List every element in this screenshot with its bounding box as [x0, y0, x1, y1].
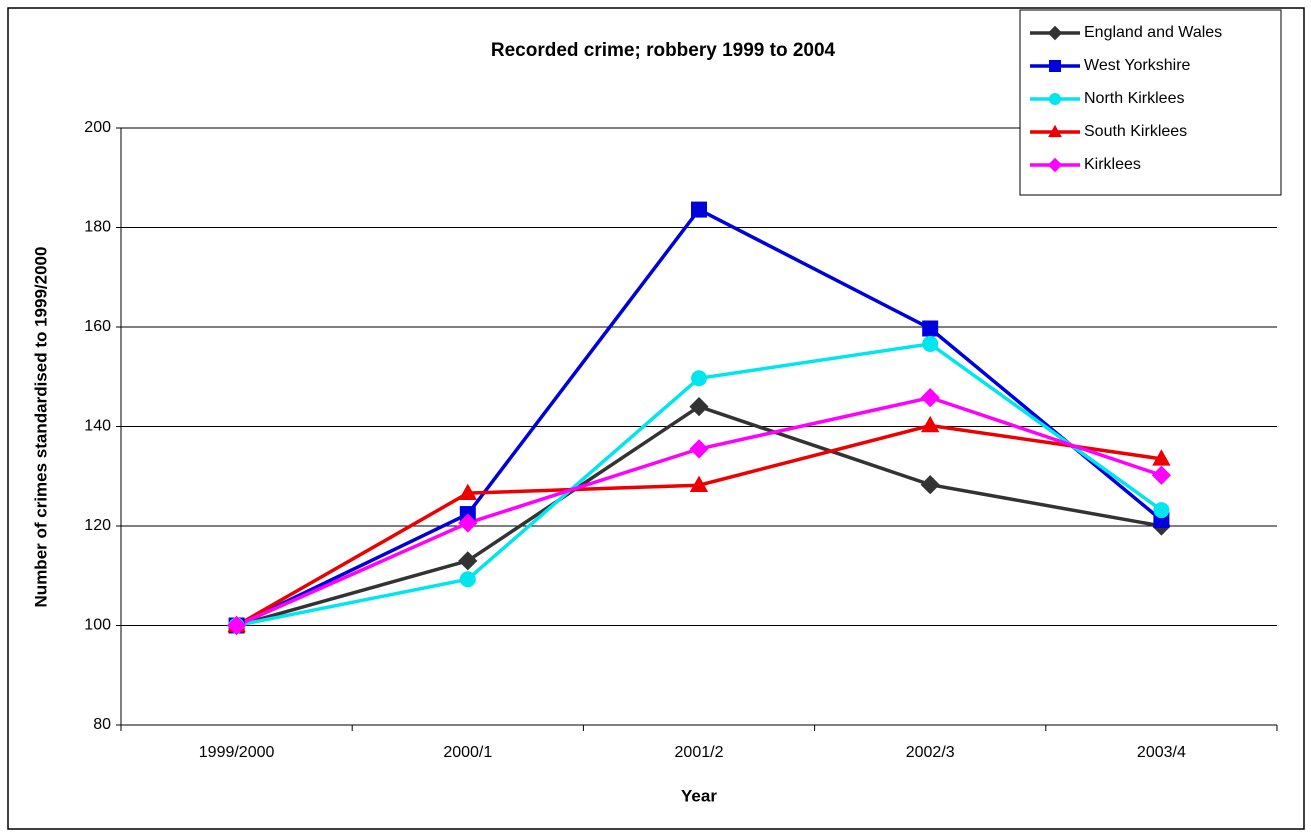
- x-axis-title: Year: [681, 786, 717, 805]
- y-axis-title: Number of crimes standardised to 1999/20…: [31, 247, 50, 608]
- data-point: [691, 370, 707, 387]
- legend-label: West Yorkshire: [1084, 57, 1191, 74]
- legend-label: North Kirklees: [1084, 90, 1184, 107]
- data-point: [922, 320, 939, 337]
- legend-marker: [1047, 157, 1063, 173]
- data-point: [1153, 502, 1170, 519]
- data-point: [689, 475, 709, 493]
- data-point: [689, 439, 709, 459]
- y-tick-label: 160: [84, 318, 111, 335]
- data-point: [691, 201, 707, 218]
- y-tick-label: 80: [93, 716, 111, 733]
- y-tick-label: 200: [84, 119, 111, 136]
- x-tick-label: 2003/4: [1137, 744, 1186, 761]
- data-point: [920, 475, 940, 495]
- data-point: [459, 571, 476, 588]
- data-point: [922, 335, 939, 352]
- legend-marker: [1047, 25, 1063, 41]
- data-point: [920, 388, 940, 408]
- legend-marker: [1048, 124, 1062, 138]
- data-point: [1151, 465, 1171, 485]
- x-tick-label: 2000/1: [443, 744, 492, 761]
- legend-label: Kirklees: [1084, 156, 1141, 173]
- chart-title: Recorded crime; robbery 1999 to 2004: [491, 40, 836, 61]
- data-point: [1152, 449, 1171, 466]
- data-point: [458, 551, 478, 571]
- legend-marker: [1049, 93, 1061, 105]
- data-point: [689, 397, 709, 417]
- y-tick-label: 120: [84, 517, 111, 534]
- data-point: [921, 415, 940, 433]
- y-tick-label: 140: [84, 418, 111, 435]
- x-tick-label: 2001/2: [675, 744, 724, 761]
- legend-marker: [1049, 60, 1061, 72]
- y-tick-label: 180: [84, 219, 111, 236]
- data-point: [458, 513, 478, 533]
- data-point: [458, 483, 477, 500]
- y-tick-label: 100: [84, 617, 111, 634]
- legend-label: England and Wales: [1084, 24, 1222, 41]
- legend-label: South Kirklees: [1084, 123, 1187, 140]
- data-point: [227, 615, 247, 636]
- x-tick-label: 1999/2000: [199, 744, 275, 761]
- x-tick-label: 2002/3: [906, 744, 955, 761]
